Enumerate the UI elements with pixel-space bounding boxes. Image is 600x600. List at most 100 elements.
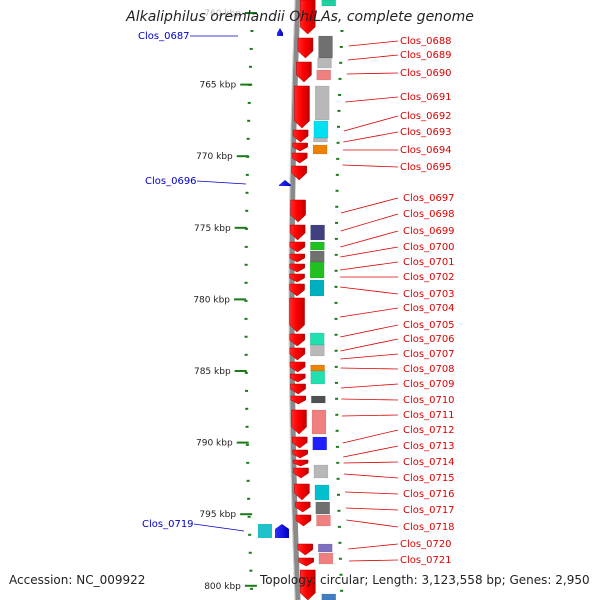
- gene-label-clos-0704[interactable]: Clos_0704: [403, 303, 455, 314]
- gene-label-clos-0701[interactable]: Clos_0701: [403, 257, 455, 268]
- forward-gene-arrow: [291, 409, 307, 435]
- gene-label-clos-0700[interactable]: Clos_0700: [403, 242, 455, 253]
- reverse-gene-arrow: [277, 28, 283, 36]
- function-color-box: [318, 552, 334, 565]
- function-color-box: [317, 57, 332, 69]
- forward-gene-arrow: [289, 283, 305, 297]
- forward-gene-arrow: [289, 273, 305, 283]
- gene-label-clos-0721[interactable]: Clos_0721: [400, 555, 452, 566]
- gene-label-clos-0687[interactable]: Clos_0687: [138, 31, 190, 42]
- label-leader-line: [348, 40, 399, 47]
- gene-label-clos-0693[interactable]: Clos_0693: [400, 127, 452, 138]
- forward-gene-arrow: [289, 297, 305, 333]
- function-color-box: [313, 137, 328, 143]
- forward-gene-arrow: [289, 253, 305, 263]
- label-leader-line: [346, 519, 399, 528]
- gene-label-clos-0688[interactable]: Clos_0688: [400, 36, 452, 47]
- genome-backbone-highlight: [288, 0, 296, 600]
- forward-gene-arrow: [291, 165, 307, 181]
- label-leader-line: [341, 414, 399, 417]
- forward-gene-arrow: [290, 395, 307, 405]
- right-dotted-guide: [334, 29, 344, 600]
- function-color-box: [321, 0, 337, 7]
- label-leader-line: [339, 307, 399, 318]
- gene-label-clos-0711[interactable]: Clos_0711: [403, 410, 455, 421]
- forward-gene-arrow: [290, 383, 306, 395]
- gene-label-clos-0702[interactable]: Clos_0702: [403, 272, 455, 283]
- gene-label-clos-0698[interactable]: Clos_0698: [403, 209, 455, 220]
- forward-gene-arrow: [294, 483, 310, 501]
- gene-label-clos-0706[interactable]: Clos_0706: [403, 334, 455, 345]
- gene-label-clos-0720[interactable]: Clos_0720: [400, 539, 452, 550]
- function-color-box: [314, 85, 330, 121]
- gene-label-clos-0705[interactable]: Clos_0705: [403, 320, 455, 331]
- gene-label-clos-0703[interactable]: Clos_0703: [403, 289, 455, 300]
- gene-label-clos-0717[interactable]: Clos_0717: [403, 505, 455, 516]
- function-color-box: [310, 370, 326, 385]
- gene-label-clos-0712[interactable]: Clos_0712: [403, 425, 455, 436]
- genome-summary: Topology: circular; Length: 3,123,558 bp…: [260, 573, 590, 587]
- forward-gene-arrow: [293, 467, 309, 479]
- function-color-box: [314, 484, 330, 501]
- gene-label-clos-0697[interactable]: Clos_0697: [403, 193, 455, 204]
- label-leader-line: [342, 429, 399, 444]
- label-leader-line: [346, 72, 399, 75]
- label-leader-line: [344, 473, 399, 479]
- gene-label-clos-0715[interactable]: Clos_0715: [403, 473, 455, 484]
- label-leader-line: [339, 286, 399, 295]
- reverse-genes: [258, 28, 291, 538]
- forward-gene-arrow: [289, 224, 306, 241]
- gene-label-clos-0714[interactable]: Clos_0714: [403, 457, 455, 468]
- gene-label-clos-0694[interactable]: Clos_0694: [400, 145, 452, 156]
- function-color-box: [316, 69, 331, 81]
- scale-tick-label: 780 kbp: [193, 295, 230, 305]
- forward-gene-arrow: [291, 436, 308, 449]
- function-color-box: [312, 436, 327, 451]
- label-leader-line: [196, 180, 247, 185]
- scale-tick-label: 770 kbp: [196, 152, 233, 162]
- gene-label-clos-0695[interactable]: Clos_0695: [400, 162, 452, 173]
- forward-gene-arrow: [289, 263, 305, 273]
- function-color-box: [310, 241, 325, 251]
- gene-label-clos-0713[interactable]: Clos_0713: [403, 441, 455, 452]
- scale-tick-label: 775 kbp: [194, 224, 231, 234]
- gene-label-clos-0707[interactable]: Clos_0707: [403, 349, 455, 360]
- label-leader-line: [341, 398, 399, 401]
- gene-label-clos-0689[interactable]: Clos_0689: [400, 50, 452, 61]
- forward-gene-arrow: [291, 152, 308, 164]
- ruler-dotted-guide: [244, 29, 254, 600]
- gene-label-clos-0708[interactable]: Clos_0708: [403, 364, 455, 375]
- scale-tick-label: 785 kbp: [194, 367, 231, 377]
- gene-label-clos-0696[interactable]: Clos_0696: [145, 176, 197, 187]
- label-leader-line: [340, 197, 399, 214]
- forward-gene-arrow: [290, 199, 306, 223]
- function-color-box: [311, 395, 326, 404]
- gene-label-clos-0709[interactable]: Clos_0709: [403, 379, 455, 390]
- forward-gene-arrow: [292, 459, 309, 467]
- left-label-leaders: [190, 35, 247, 532]
- forward-gene-arrow: [290, 373, 306, 383]
- label-leader-line: [340, 213, 399, 232]
- gene-label-clos-0699[interactable]: Clos_0699: [403, 226, 455, 237]
- label-leader-line: [349, 559, 399, 562]
- forward-genes: [289, 0, 316, 600]
- gene-label-clos-0692[interactable]: Clos_0692: [400, 111, 452, 122]
- gene-label-clos-0690[interactable]: Clos_0690: [400, 68, 452, 79]
- scale-tick-label: 795 kbp: [199, 510, 236, 520]
- forward-gene-arrow: [300, 569, 316, 600]
- forward-gene-arrow: [289, 361, 306, 373]
- function-color-box: [309, 261, 325, 279]
- gene-label-clos-0716[interactable]: Clos_0716: [403, 489, 455, 500]
- function-color-box: [317, 543, 333, 553]
- gene-label-clos-0691[interactable]: Clos_0691: [400, 92, 452, 103]
- reverse-gene-arrow: [275, 524, 289, 538]
- gene-label-clos-0718[interactable]: Clos_0718: [403, 522, 455, 533]
- function-color-box: [309, 332, 325, 346]
- gene-label-clos-0719[interactable]: Clos_0719: [142, 519, 194, 530]
- function-color-box: [310, 364, 325, 372]
- label-leader-line: [348, 543, 399, 550]
- gene-label-clos-0710[interactable]: Clos_0710: [403, 395, 455, 406]
- function-color-box: [310, 344, 325, 357]
- forward-gene-arrow: [296, 61, 312, 83]
